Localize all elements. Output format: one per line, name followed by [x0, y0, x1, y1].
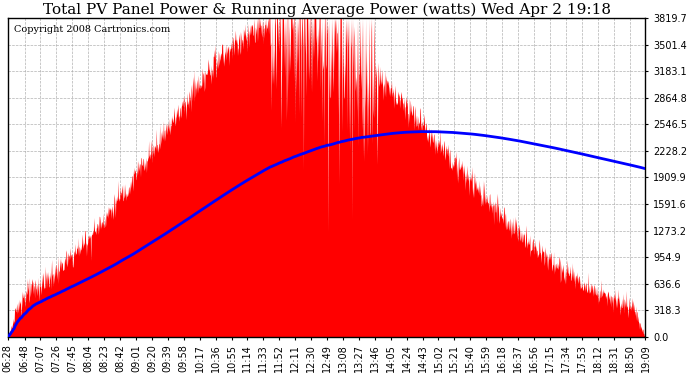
Title: Total PV Panel Power & Running Average Power (watts) Wed Apr 2 19:18: Total PV Panel Power & Running Average P…	[43, 3, 611, 17]
Text: Copyright 2008 Cartronics.com: Copyright 2008 Cartronics.com	[14, 25, 170, 34]
